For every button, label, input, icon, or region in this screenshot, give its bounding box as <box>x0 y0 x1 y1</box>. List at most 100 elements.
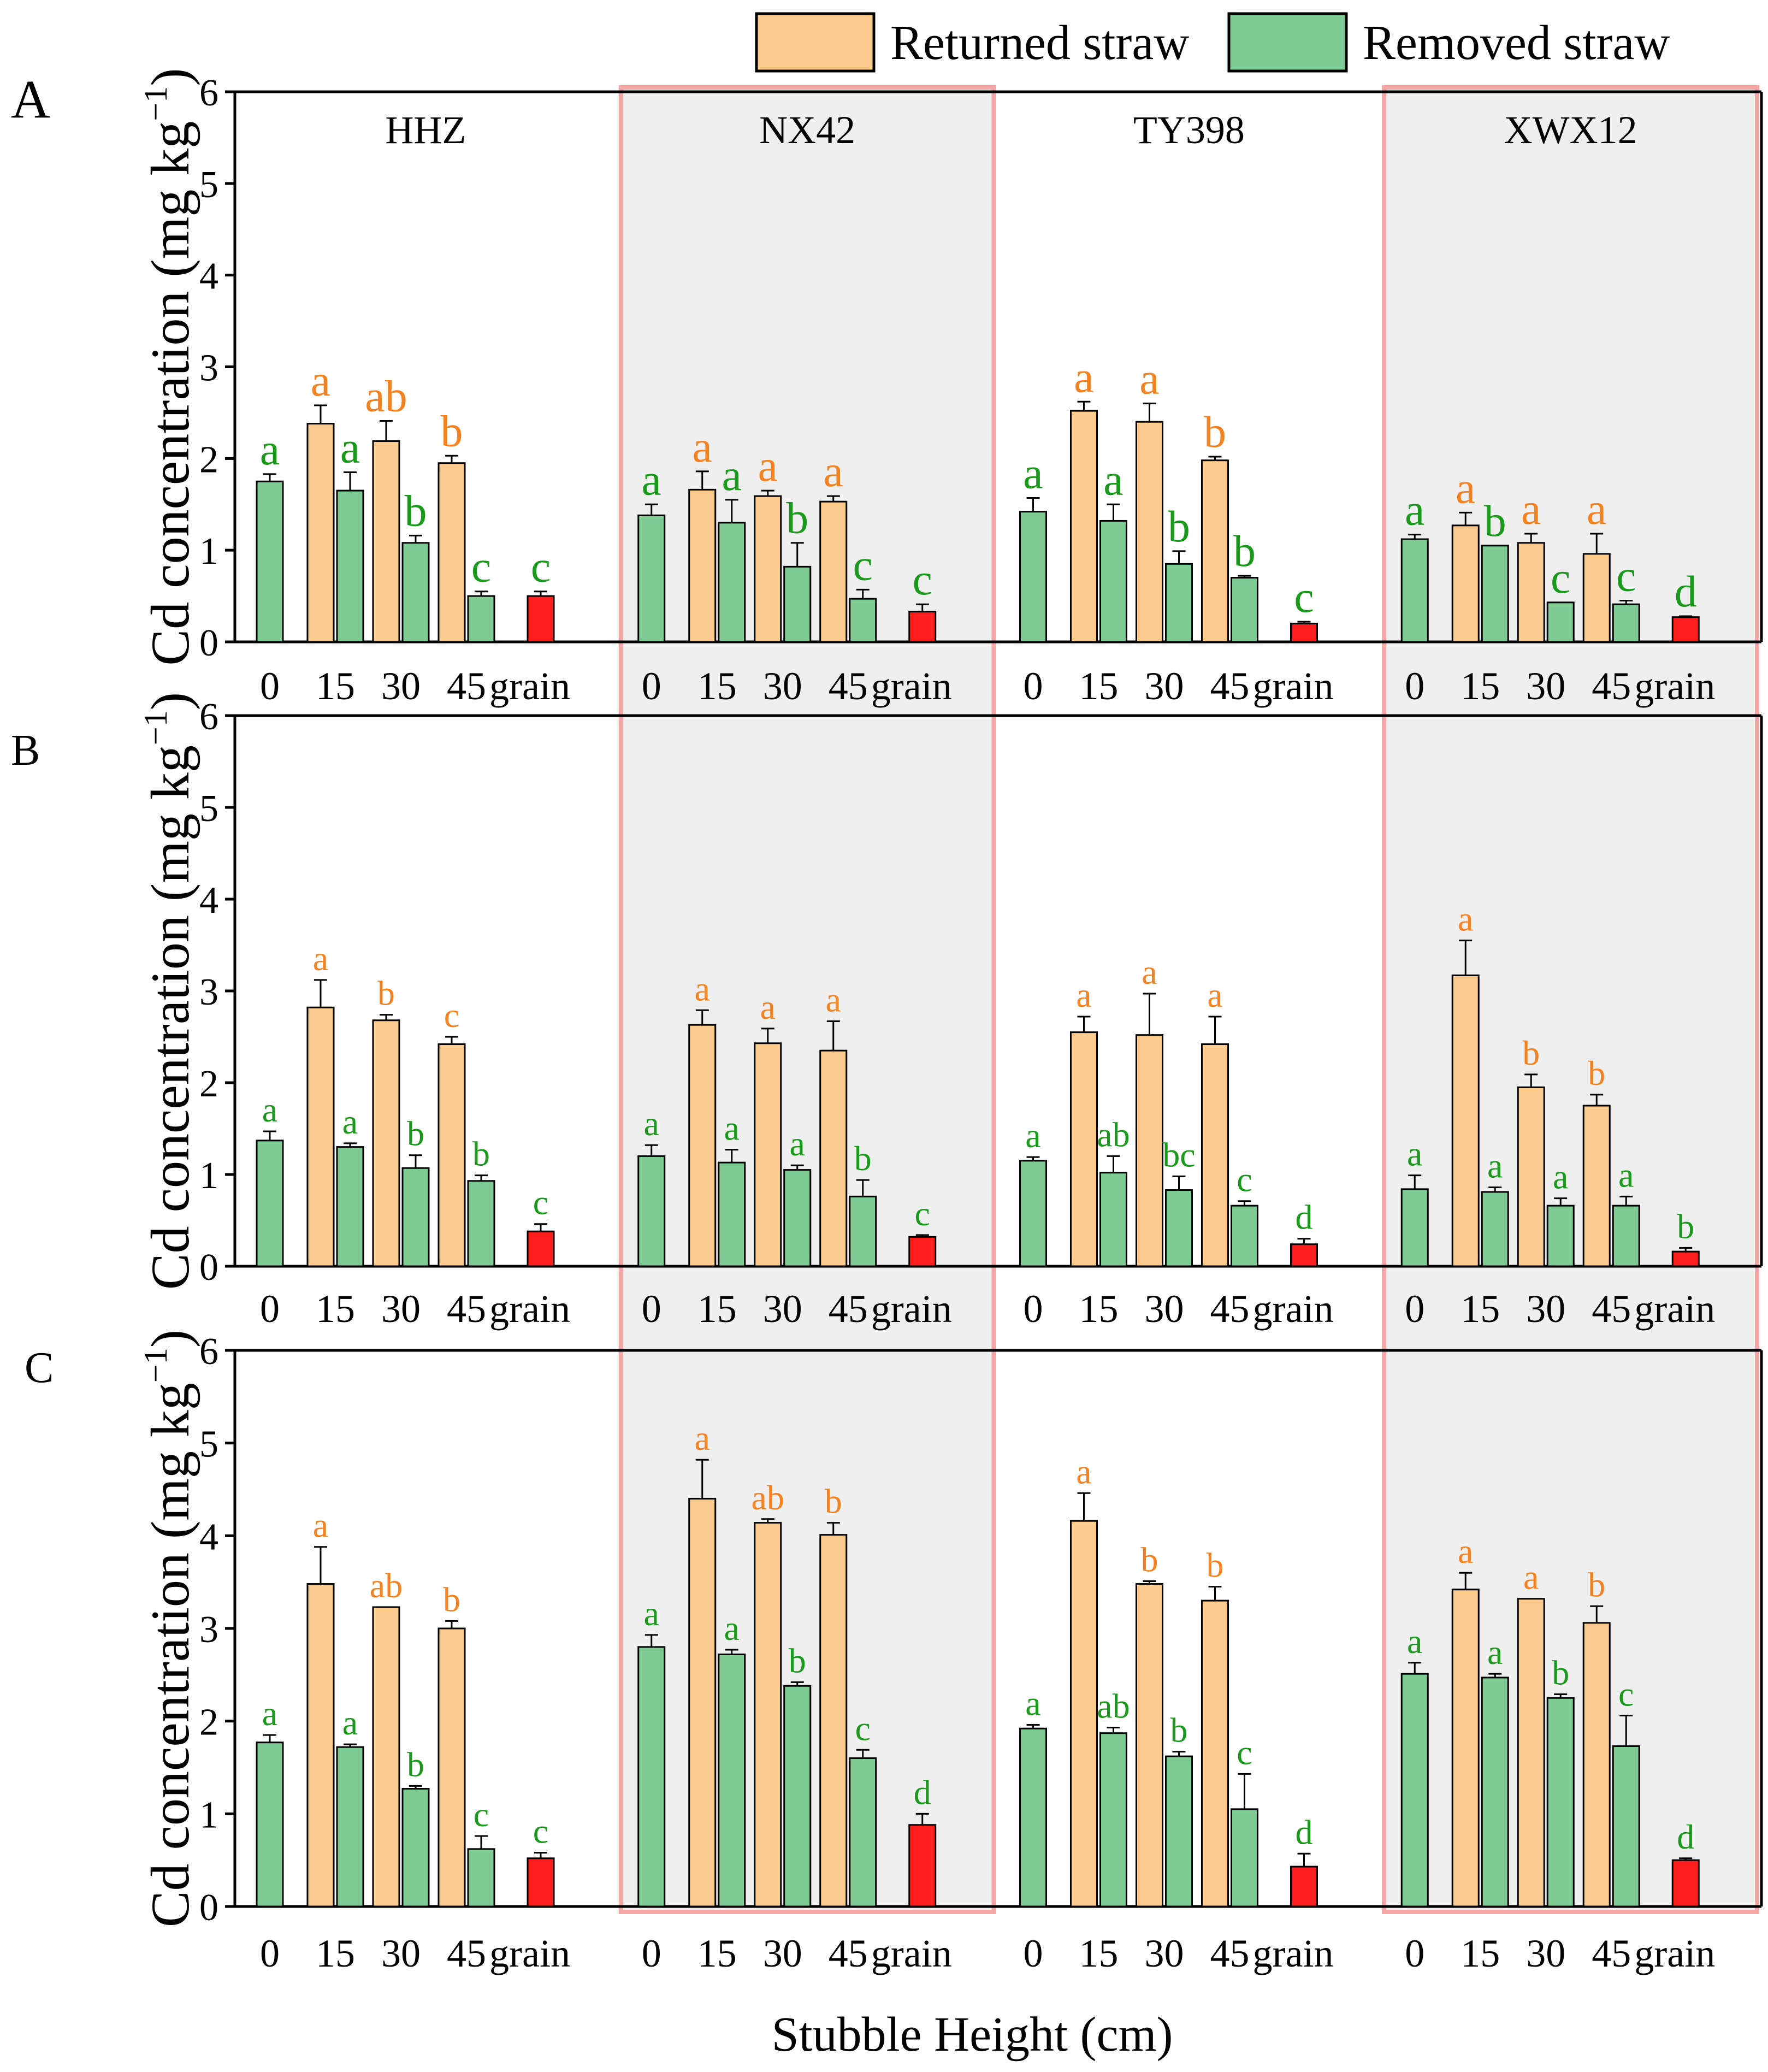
x-tick-label: 15 <box>316 1287 355 1331</box>
bar-removed-45 <box>1612 1205 1640 1267</box>
panel-letter: A <box>11 69 50 129</box>
bar-removed-45 <box>1231 1808 1258 1908</box>
bar-removed-45 <box>467 595 495 643</box>
bar-removed-45-sig-label: c <box>855 1709 871 1748</box>
bar-removed-15 <box>336 1746 364 1908</box>
bar-returned-45-sig-label: b <box>443 1580 460 1619</box>
bar-grain-sig-label: c <box>533 1183 548 1222</box>
bar-grain-sig-label: c <box>913 554 932 604</box>
group-nx42: 0 15 30 45 grain a a a ab b b c d <box>637 1419 952 1975</box>
y-tick-label: 1 <box>199 530 218 572</box>
x-tick-label: 45 <box>1210 1932 1250 1975</box>
bar-removed-0 <box>1400 538 1429 643</box>
bar-removed-45 <box>467 1180 495 1267</box>
x-tick-label: 45 <box>1592 1932 1631 1975</box>
bar-returned-15 <box>688 1497 717 1908</box>
bar-returned-15-sig-label: a <box>695 1419 710 1457</box>
bar-removed-30 <box>1165 1189 1193 1267</box>
x-tick-label: 15 <box>1460 664 1500 708</box>
bar-returned-15 <box>1070 410 1098 643</box>
bar-returned-45-sig-label: b <box>441 406 463 456</box>
x-tick-label: 45 <box>1592 664 1631 708</box>
x-tick-label: 30 <box>1145 664 1184 708</box>
bar-removed-30 <box>1165 1755 1193 1908</box>
panel-letter: C <box>25 1344 54 1392</box>
bar-removed-30-sig-label: a <box>1553 1158 1568 1196</box>
x-axis-label: Stubble Height (cm) <box>772 2008 1173 2062</box>
x-tick-label: 30 <box>381 664 421 708</box>
group-ty398: 0 15 30 45 grain a a ab b b b c d <box>1019 1452 1333 1975</box>
x-tick-label: 45 <box>829 664 868 708</box>
bar-removed-0-sig-label: a <box>644 1104 659 1143</box>
bar-removed-0 <box>637 1155 666 1267</box>
x-tick-label: 0 <box>1024 1287 1043 1331</box>
legend-swatch-1 <box>1227 12 1348 73</box>
bar-removed-15 <box>1481 1191 1509 1267</box>
bar-grain <box>527 1857 555 1908</box>
x-tick-label: 15 <box>1079 1287 1119 1331</box>
bar-returned-15-sig-label: a <box>695 969 710 1008</box>
bar-removed-30 <box>783 565 812 643</box>
bar-returned-45 <box>437 462 466 643</box>
bar-removed-0 <box>637 1646 666 1908</box>
bar-removed-45 <box>849 598 877 643</box>
x-tick-label: 0 <box>1024 1932 1043 1975</box>
group-xwx12: 0 15 30 45 grain a a a b a b a b <box>1400 900 1715 1331</box>
bar-removed-0-sig-label: a <box>1025 1116 1040 1155</box>
bar-returned-30 <box>754 1042 782 1267</box>
x-tick-label: 30 <box>763 1287 802 1331</box>
bar-removed-0 <box>637 514 666 643</box>
bar-returned-30-sig-label: a <box>1521 484 1541 534</box>
bar-returned-45-sig-label: b <box>1588 1054 1605 1093</box>
y-tick-label: 1 <box>199 1794 218 1836</box>
x-tick-label: 30 <box>1526 1932 1565 1975</box>
x-tick-label: 45 <box>447 1932 486 1975</box>
bar-grain <box>1290 1866 1318 1908</box>
x-tick-label: 15 <box>316 664 355 708</box>
bar-removed-30 <box>401 1788 430 1908</box>
y-axis-label-close: ) <box>140 692 200 710</box>
group-hhz: 0 15 30 45 grain a a a b b c b c <box>256 939 570 1331</box>
bar-removed-45-sig-label: c <box>1237 1160 1252 1199</box>
x-tick-label: 15 <box>697 664 737 708</box>
bar-removed-0 <box>1400 1673 1429 1908</box>
y-tick-label: 4 <box>199 879 218 922</box>
x-tick-label: grain <box>489 1287 570 1331</box>
y-axis-label-superscript: −1 <box>138 1348 174 1383</box>
x-tick-label: grain <box>1253 664 1334 708</box>
y-axis-label-main: Cd concentration (mg kg <box>140 745 200 1290</box>
x-tick-label: 0 <box>642 1932 661 1975</box>
bar-removed-30-sig-label: b <box>407 1745 424 1784</box>
x-tick-label: 0 <box>1405 1287 1424 1331</box>
bar-removed-45 <box>849 1757 877 1908</box>
cultivar-highlight-boxes <box>618 85 1759 1914</box>
cultivar-label: NX42 <box>759 108 855 152</box>
bar-removed-15-sig-label: a <box>1103 454 1123 504</box>
bar-removed-30-sig-label: a <box>790 1124 805 1163</box>
bar-returned-30-sig-label: ab <box>365 371 407 421</box>
panel-letter: B <box>11 727 40 775</box>
bar-removed-15-sig-label: a <box>340 423 360 473</box>
bar-removed-15-sig-label: a <box>342 1102 358 1141</box>
y-axis-label-main: Cd concentration (mg kg <box>140 121 200 666</box>
bar-returned-15-sig-label: a <box>1076 976 1091 1014</box>
bar-removed-30 <box>401 542 430 643</box>
bar-removed-45-sig-label: b <box>472 1135 490 1173</box>
bar-removed-30 <box>1546 1205 1575 1267</box>
bar-removed-15 <box>718 1654 746 1908</box>
x-tick-label: 0 <box>260 1287 280 1331</box>
bar-removed-45 <box>467 1848 495 1908</box>
legend-label-0: Returned straw <box>890 16 1189 70</box>
bar-grain <box>908 1236 937 1267</box>
bar-removed-15-sig-label: a <box>724 1609 740 1648</box>
bar-removed-30 <box>401 1167 430 1267</box>
bar-removed-0 <box>1400 1188 1429 1267</box>
bar-removed-45-sig-label: c <box>471 542 491 592</box>
y-axis-label-close: ) <box>140 68 200 86</box>
x-tick-label: 15 <box>697 1932 737 1975</box>
y-tick-label: 2 <box>199 439 218 481</box>
